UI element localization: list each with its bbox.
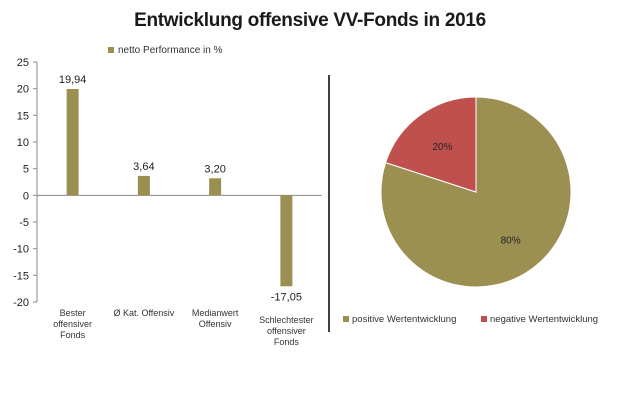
y-tick-label: -5 [19, 217, 29, 229]
y-tick-label: 5 [23, 164, 29, 176]
y-tick-label: 20 [17, 84, 29, 96]
x-tick-label: Bester offensiver Fonds [53, 308, 92, 340]
data-label: -17,05 [271, 291, 302, 303]
pie-legend-swatch [481, 316, 487, 322]
pie-chart: 80% 20% positive Wertentwicklung negative W… [343, 96, 598, 325]
data-label: 3,64 [133, 161, 154, 173]
y-tick-label: -20 [13, 297, 29, 309]
y-tick-label: 10 [17, 137, 29, 149]
pie-legend-label: negative Wertentwicklung [490, 314, 598, 325]
pie-label: 80% [501, 236, 521, 247]
data-label: 3,20 [204, 163, 225, 175]
data-label: 19,94 [59, 74, 87, 86]
bar [209, 178, 222, 196]
y-tick-label: -15 [13, 270, 29, 282]
x-tick-label: Schlechtester offensiver Fonds [259, 315, 314, 347]
legend-swatch [108, 47, 114, 53]
y-tick-label: -10 [13, 244, 29, 256]
bar [137, 175, 150, 196]
pie-label: 20% [432, 142, 452, 153]
pie-legend-swatch [343, 316, 349, 322]
chart-title: Entwicklung offensive VV-Fonds in 2016 [134, 10, 486, 31]
legend-label: netto Performance in % [118, 45, 223, 56]
bar [66, 88, 79, 196]
y-tick-label: 15 [17, 110, 29, 122]
y-tick-label: 0 [23, 190, 29, 202]
x-tick-label: Ø Kat. Offensiv [113, 308, 174, 318]
pie-legend-label: positive Wertentwicklung [352, 314, 456, 325]
bar-chart: 25 20 15 10 5 0 -5 -10 -15 -20 netto Performance i… [13, 45, 322, 347]
pie-slice [385, 96, 477, 193]
bar [280, 195, 293, 287]
y-tick-label: 25 [17, 57, 29, 69]
x-tick-label: Medianwert Offensiv [192, 308, 239, 329]
